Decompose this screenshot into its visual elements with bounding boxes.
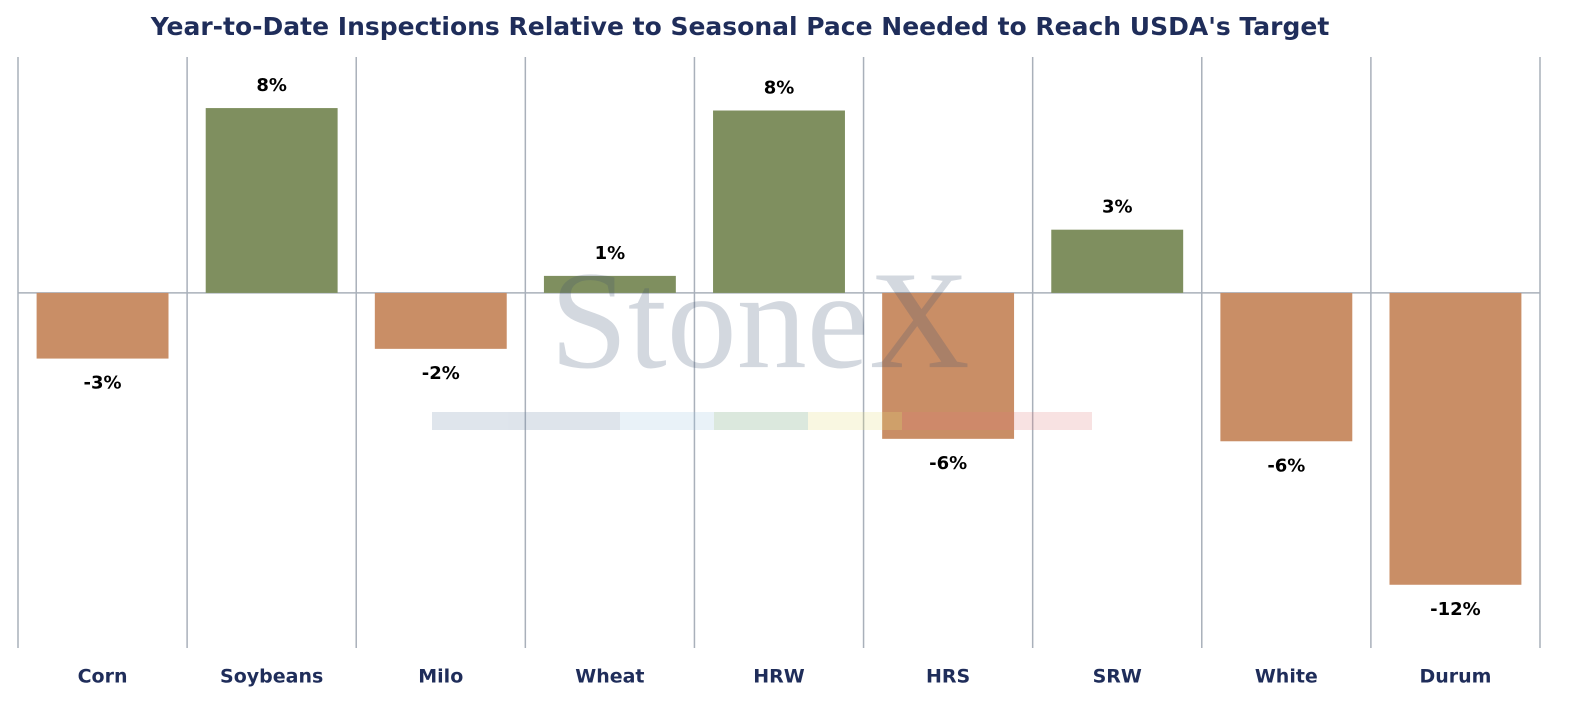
watermark-band [808,412,902,430]
category-label: Durum [1419,666,1491,688]
value-label: -6% [1267,455,1305,476]
bar [374,292,507,349]
bar [882,292,1015,439]
category-label: Wheat [575,666,644,688]
bar [543,275,676,293]
value-label: -3% [84,373,122,394]
category-label: White [1255,666,1318,688]
value-label: 8% [256,75,287,96]
bar [1220,292,1353,442]
value-label: -6% [929,453,967,474]
category-label: Milo [418,666,463,688]
watermark-text: StoneX [550,243,970,398]
watermark-band [620,412,714,430]
watermark-band [902,412,1092,430]
category-label: HRS [926,666,970,688]
bar [205,108,338,293]
watermark-band [714,412,808,430]
chart-title: Year-to-Date Inspections Relative to Sea… [150,12,1330,41]
value-label: -12% [1430,599,1481,620]
category-label: HRW [753,666,805,688]
bar [713,110,845,293]
value-label: 8% [764,78,795,99]
category-label: SRW [1093,666,1142,688]
bar [1051,229,1184,293]
category-label: Corn [78,666,128,688]
bar [1389,292,1522,585]
value-label: 1% [595,243,626,264]
bar [36,292,169,359]
value-label: 3% [1102,197,1133,218]
value-label: -2% [422,363,460,384]
watermark-band [432,412,620,430]
watermark: StoneX [432,243,1092,430]
category-label: Soybeans [220,666,323,688]
